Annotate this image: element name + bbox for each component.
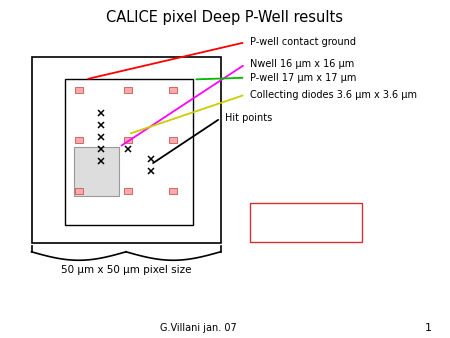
- Bar: [124, 87, 132, 93]
- Bar: [74, 147, 119, 196]
- Text: P-well contact ground: P-well contact ground: [250, 37, 356, 47]
- Bar: [250, 203, 362, 242]
- Bar: [169, 137, 177, 143]
- Text: 50 μm x 50 μm pixel size: 50 μm x 50 μm pixel size: [61, 265, 191, 275]
- Text: 1: 1: [425, 323, 432, 333]
- Bar: [75, 188, 83, 194]
- Bar: [169, 188, 177, 194]
- Bar: [75, 87, 83, 93]
- Bar: [32, 57, 220, 243]
- Text: Hit points: Hit points: [225, 113, 272, 123]
- Text: •Diodes:  1.5V: •Diodes: 1.5V: [255, 225, 326, 235]
- Text: Bias:: Bias:: [255, 206, 279, 216]
- Text: CALICE pixel Deep P-Well results: CALICE pixel Deep P-Well results: [107, 10, 343, 25]
- Text: Nwell 16 μm x 16 μm: Nwell 16 μm x 16 μm: [250, 59, 354, 69]
- Text: •NWell 3.5V: •NWell 3.5V: [255, 216, 314, 226]
- Bar: [75, 137, 83, 143]
- Text: P-well 17 μm x 17 μm: P-well 17 μm x 17 μm: [250, 73, 356, 83]
- Bar: [124, 137, 132, 143]
- Bar: [65, 79, 194, 225]
- Text: G.Villani jan. 07: G.Villani jan. 07: [160, 323, 236, 333]
- Text: Collecting diodes 3.6 μm x 3.6 μm: Collecting diodes 3.6 μm x 3.6 μm: [250, 90, 417, 100]
- Bar: [169, 87, 177, 93]
- Bar: [124, 188, 132, 194]
